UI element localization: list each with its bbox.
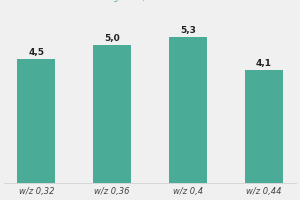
Text: 5,3: 5,3 xyxy=(180,26,196,35)
Text: 5,0: 5,0 xyxy=(104,34,120,43)
Bar xyxy=(245,70,283,183)
Bar xyxy=(93,45,131,183)
Text: 4,5: 4,5 xyxy=(28,48,44,57)
Bar xyxy=(169,37,207,183)
Bar xyxy=(17,59,55,183)
Text: 4,1: 4,1 xyxy=(256,59,272,68)
Text: bei konstanter Verdichtung auf 8,5 Vol.-% Poren: bei konstanter Verdichtung auf 8,5 Vol.-… xyxy=(4,0,206,2)
